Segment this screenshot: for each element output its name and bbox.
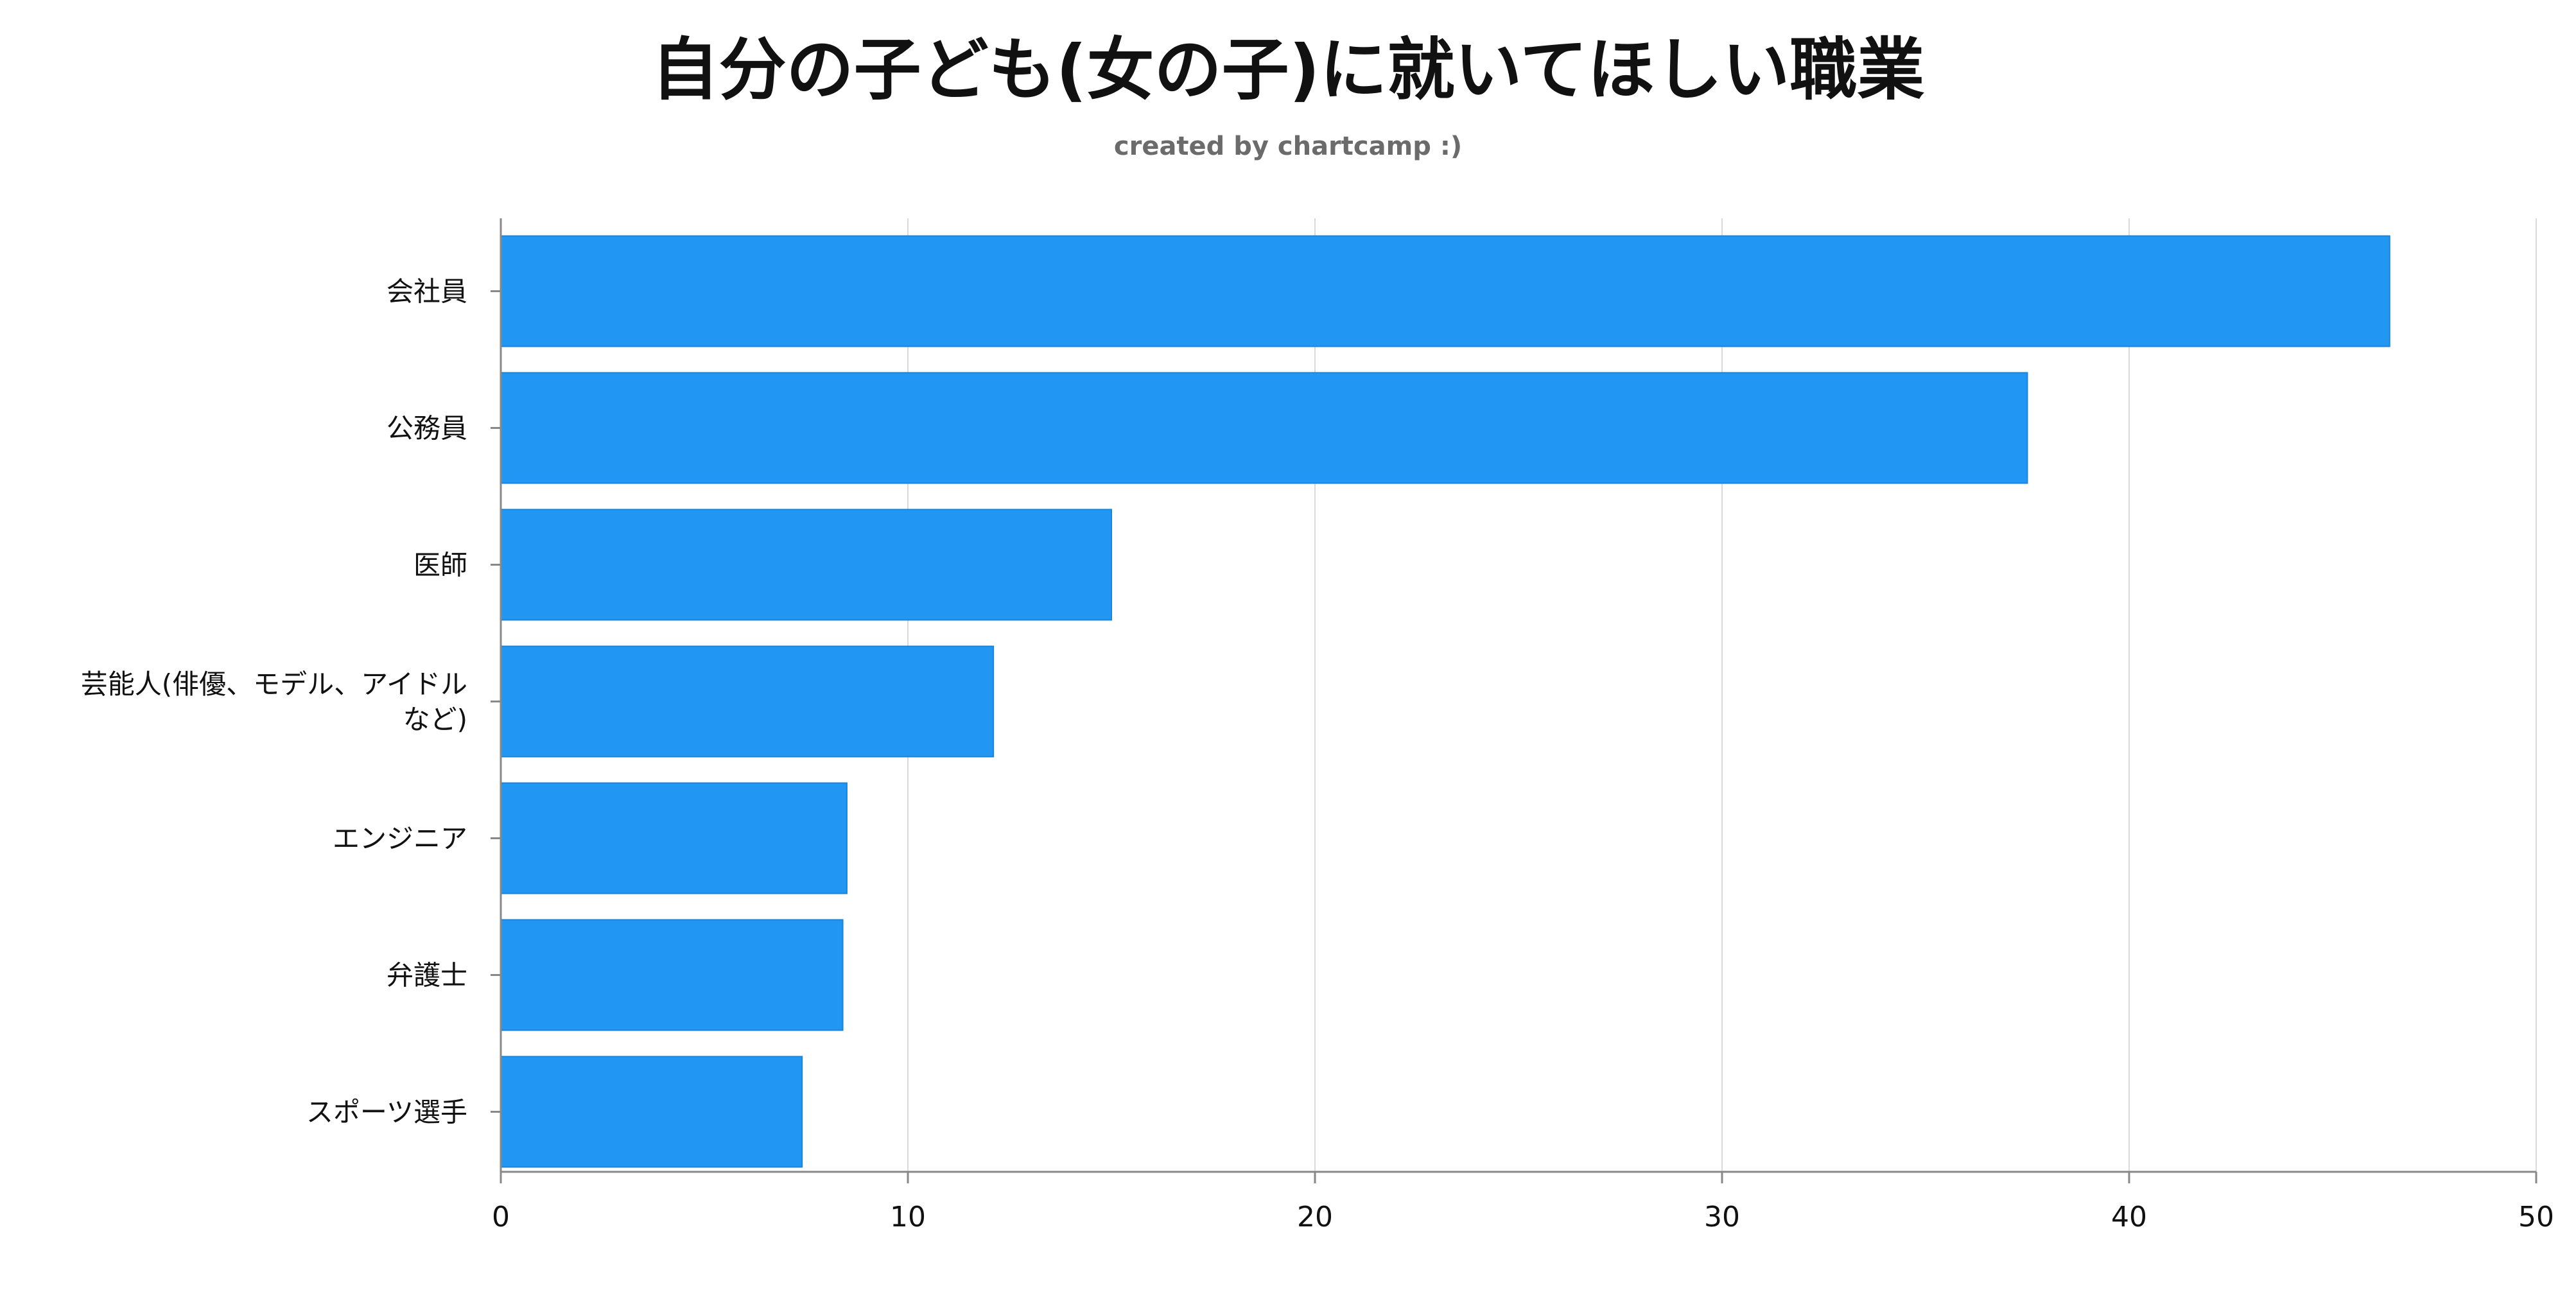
category-label-2: 医師 — [413, 550, 467, 581]
chart-subtitle: created by chartcamp :) — [1113, 132, 1463, 161]
gridlines — [907, 218, 2537, 1172]
x-tick-label-2: 20 — [1297, 1201, 1333, 1233]
bars — [500, 235, 2390, 1168]
category-label-0: 会社員 — [387, 276, 467, 308]
category-label-1: 公務員 — [387, 413, 467, 444]
chart-title: 自分の子ども(女の子)に就いてほしい職業 — [651, 31, 1925, 109]
bar-2 — [500, 509, 1112, 621]
x-tick-label-4: 40 — [2111, 1201, 2147, 1233]
bar-6 — [500, 1056, 803, 1168]
category-label-5: 弁護士 — [387, 960, 467, 991]
axes — [491, 218, 2537, 1183]
x-tick-label-5: 50 — [2518, 1201, 2554, 1233]
bar-5 — [500, 919, 844, 1031]
bar-4 — [500, 782, 848, 894]
bar-1 — [500, 372, 2028, 484]
bar-3 — [500, 645, 995, 758]
x-tick-label-3: 30 — [1704, 1201, 1740, 1233]
category-label-4: エンジニア — [333, 823, 467, 855]
x-tick-label-0: 0 — [492, 1201, 510, 1233]
bar-0 — [500, 235, 2390, 347]
category-label-6: スポーツ選手 — [306, 1097, 467, 1128]
category-label-3: 芸能人(俳優、モデル、アイドルなど) — [81, 668, 467, 735]
x-tick-label-1: 10 — [890, 1201, 926, 1233]
